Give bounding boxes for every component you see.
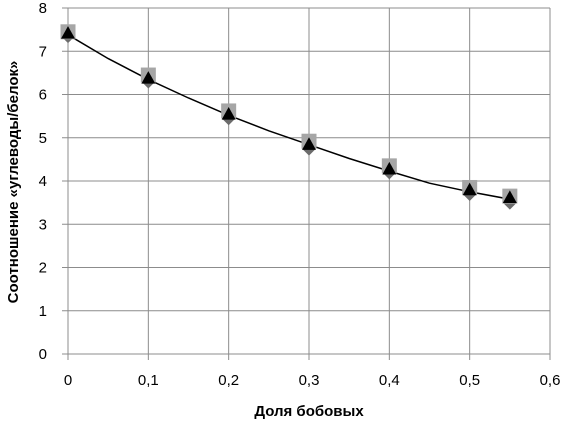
y-tick-label: 6 (39, 87, 47, 104)
y-tick-label: 2 (39, 260, 47, 277)
data-point-triangle (462, 182, 477, 196)
x-tick-label: 0,3 (299, 372, 320, 389)
x-axis-title: Доля бобовых (254, 403, 364, 420)
y-tick-label: 5 (39, 130, 47, 147)
data-point-triangle (141, 71, 156, 84)
y-tick-label: 4 (39, 173, 47, 190)
x-tick-label: 0,5 (459, 372, 480, 389)
x-tick-label: 0 (64, 372, 72, 389)
x-tick-label: 0,2 (218, 372, 239, 389)
x-tick-label: 0,4 (379, 372, 400, 389)
x-tick-label: 0,6 (540, 372, 561, 389)
y-axis-title: Соотношение «углеводы/белок» (5, 61, 22, 304)
markers (60, 24, 518, 210)
y-tick-label: 1 (39, 303, 47, 320)
data-point-triangle (61, 26, 75, 39)
tick-labels: 0 0,1 0,2 0,3 0,4 0,5 0,6 0 1 2 3 4 5 6 7 8 (39, 0, 561, 389)
y-tick-label: 3 (39, 216, 47, 233)
grid (68, 7, 551, 354)
axes (62, 7, 551, 360)
data-point-triangle (382, 161, 397, 175)
y-tick-label: 7 (39, 43, 47, 60)
x-tick-label: 0,1 (138, 372, 159, 389)
trendline (67, 34, 510, 200)
y-tick-label: 8 (39, 0, 47, 17)
y-tick-label: 0 (39, 346, 47, 363)
data-point-triangle (302, 137, 316, 150)
trendline-layer (67, 34, 510, 200)
data-point-triangle (502, 190, 517, 204)
data-point-triangle (221, 106, 236, 120)
